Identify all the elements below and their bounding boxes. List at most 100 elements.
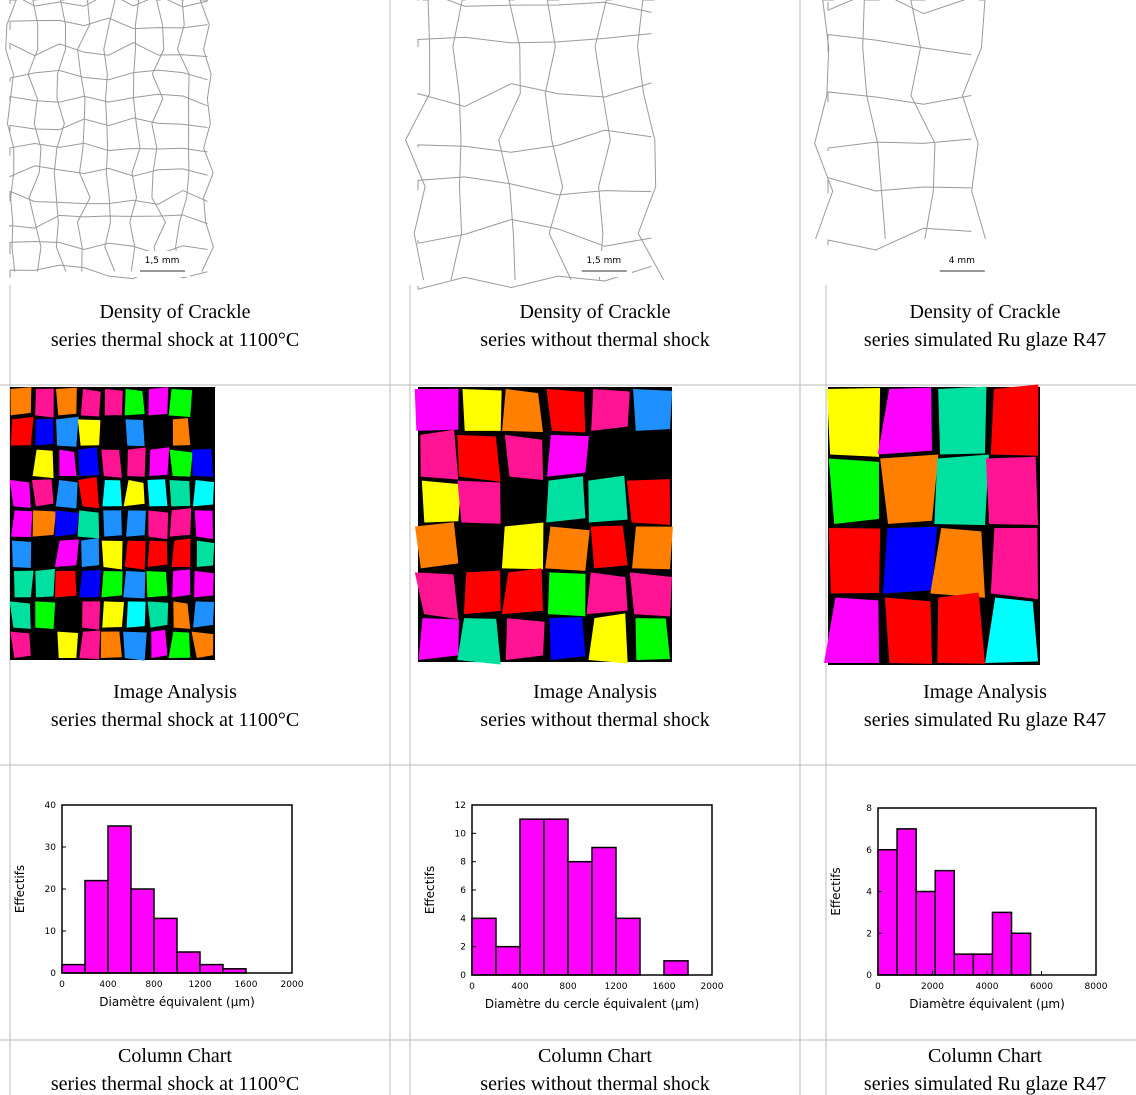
crack-line [9,17,208,31]
crack-line [9,69,208,82]
x-tick-label: 1200 [605,982,628,992]
grain [10,631,31,658]
caption: series thermal shock at 1100°C [51,329,299,351]
grain [173,601,191,629]
grain [78,447,100,476]
grain [55,570,77,598]
grain [588,475,628,523]
y-tick-label: 30 [45,843,57,853]
grain [828,458,879,524]
grain [192,480,215,507]
crack-line [9,93,208,107]
grain [11,540,32,568]
caption: Density of Crackle [519,301,670,323]
bar [519,818,545,976]
x-tick-label: 1600 [653,982,676,992]
x-tick-label: 0 [875,982,881,992]
grain [415,522,459,569]
y-tick-label: 0 [460,971,466,981]
grain [633,389,673,431]
grain [172,418,191,446]
caption: Image Analysis [533,681,657,703]
grain [884,597,932,664]
grain [127,447,146,477]
y-tick-label: 2 [866,929,872,939]
grain [123,480,145,507]
x-tick-label: 4000 [976,982,999,992]
grain [880,454,939,524]
y-tick-label: 8 [460,858,466,868]
grain [192,448,213,477]
crack-line [405,0,431,281]
caption: Density of Crackle [99,301,250,323]
crack-line [9,117,208,132]
analysis-image [9,387,215,661]
crack-line [129,0,141,272]
crack-line [417,82,652,108]
grain [56,416,79,447]
bar [991,911,1013,976]
crack-line [417,33,652,48]
crack-line [9,41,208,58]
bar [896,828,917,976]
grain [937,592,985,664]
grain [591,389,630,431]
grain [194,510,213,539]
crack-line [814,0,834,240]
grain [588,613,628,664]
grain [586,572,628,615]
analysis-bg [418,387,672,662]
bar [877,849,898,976]
caption: Column Chart [118,1045,232,1067]
grain [457,434,501,482]
x-axis-label: Diamètre équivalent (µm) [909,997,1065,1011]
grain [104,389,123,416]
bar [107,825,132,974]
grain [57,631,79,659]
crack-line [827,227,972,251]
x-tick-label: 0 [59,980,65,990]
crackle-image: 1,5 mm [405,0,665,290]
grain [501,568,543,615]
grain [414,572,459,620]
grain [148,510,169,540]
caption: series simulated Ru glaze R47 [864,329,1106,351]
grain [505,618,545,660]
caption: series simulated Ru glaze R47 [864,709,1106,731]
y-tick-label: 0 [866,971,872,981]
caption: series without thermal shock [480,1073,709,1095]
crack-line [594,0,612,281]
x-tick-label: 0 [469,982,475,992]
crack-line [417,265,652,290]
grain [882,526,938,594]
y-tick-label: 2 [460,943,466,953]
grain [32,449,54,479]
grain [124,389,145,416]
x-axis-label: Diamètre équivalent (µm) [99,995,255,1009]
scale-bar-bg [934,251,990,277]
grain [934,454,989,526]
y-tick-label: 0 [50,969,56,979]
grain [629,572,672,617]
crack-line [175,0,190,272]
scale-bar-bg [576,251,632,277]
y-axis-label: Effectifs [13,865,27,913]
grain [546,476,586,523]
crack-line [827,0,966,15]
grain [168,631,191,658]
crack-line [151,0,167,272]
crack-line [637,0,665,281]
grain [55,387,77,416]
grain [547,572,586,617]
grain [103,510,122,537]
crack-line [862,0,886,239]
grain [549,616,586,660]
grain [77,510,100,539]
y-tick-label: 4 [866,888,872,898]
grain [985,597,1038,663]
grain [547,434,589,477]
scale-bar-label: 4 mm [949,256,975,266]
grain [171,538,191,567]
grain [101,449,122,478]
